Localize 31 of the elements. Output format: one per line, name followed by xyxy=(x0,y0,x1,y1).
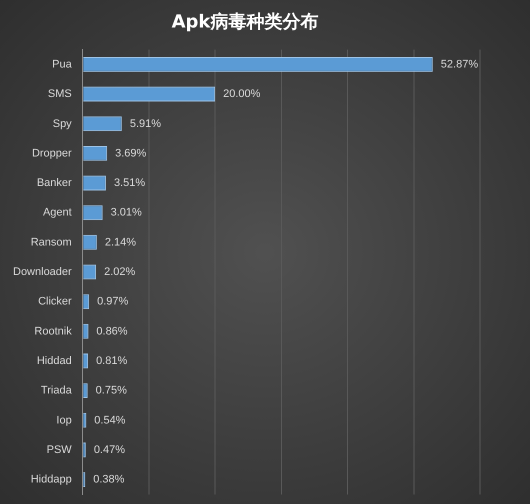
y-tick-label: Ransom xyxy=(30,236,72,248)
data-label: 3.01% xyxy=(110,206,142,219)
y-tick-label: Iop xyxy=(56,414,72,426)
y-tick-label: Triada xyxy=(40,384,73,397)
data-label: 52.87% xyxy=(440,58,478,70)
y-tick-label: Spy xyxy=(52,118,72,130)
data-label: 0.54% xyxy=(94,414,126,426)
data-label: 0.38% xyxy=(93,474,125,486)
y-tick-label: Banker xyxy=(36,177,72,190)
y-tick-label: Agent xyxy=(42,206,72,219)
data-label: 2.14% xyxy=(104,236,136,248)
data-label: 0.81% xyxy=(96,354,128,367)
y-tick-label: SMS xyxy=(48,88,72,100)
y-tick-label: Clicker xyxy=(38,296,72,308)
data-label: 0.75% xyxy=(96,384,128,397)
data-label: 2.02% xyxy=(104,266,136,278)
data-label: 0.86% xyxy=(96,325,128,338)
y-tick-label: Downloader xyxy=(13,266,72,278)
data-label: 0.47% xyxy=(94,444,126,456)
data-label: 3.51% xyxy=(114,177,146,190)
y-tick-label: Hiddapp xyxy=(30,474,72,486)
data-label: 3.69% xyxy=(115,147,147,160)
y-tick-label: Dropper xyxy=(32,147,72,160)
y-tick-label: Rootnik xyxy=(34,325,72,338)
data-label: 0.97% xyxy=(97,296,129,308)
data-label: 20.00% xyxy=(223,88,261,100)
chart-title: Apk病毒种类分布 xyxy=(172,11,318,32)
y-tick-label: Pua xyxy=(52,58,73,70)
y-tick-label: Hiddad xyxy=(36,354,72,367)
y-tick-label: PSW xyxy=(46,444,72,456)
data-label: 5.91% xyxy=(130,118,162,130)
